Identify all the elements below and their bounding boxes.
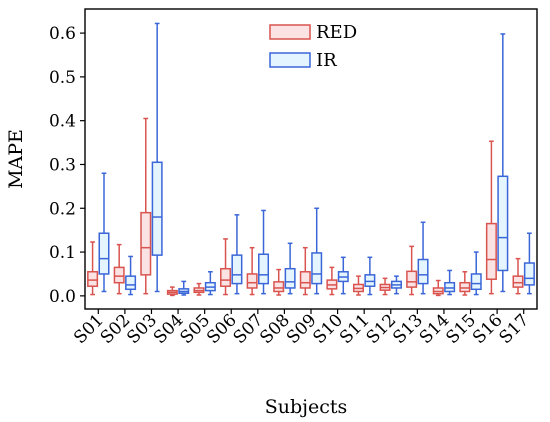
iqr-box bbox=[258, 253, 270, 285]
iqr-box bbox=[523, 262, 535, 286]
iqr-box bbox=[364, 274, 376, 287]
red-box-s05 bbox=[193, 282, 205, 296]
iqr-box bbox=[87, 271, 99, 287]
iqr-box bbox=[140, 211, 152, 276]
ir-box-s17 bbox=[523, 232, 535, 295]
y-tick-label: 0.4 bbox=[49, 112, 76, 132]
y-axis: 0.0 0.1 0.2 0.3 0.4 0.5 0.6 bbox=[49, 24, 85, 307]
iqr-box bbox=[125, 275, 137, 291]
iqr-box bbox=[113, 266, 125, 284]
iqr-box bbox=[299, 271, 311, 289]
red-box-s08 bbox=[273, 268, 285, 296]
red-box-s14 bbox=[432, 279, 444, 297]
iqr-box bbox=[485, 222, 497, 280]
iqr-box bbox=[512, 275, 524, 288]
ir-box-s06 bbox=[231, 214, 243, 295]
legend: RED IR bbox=[269, 22, 357, 71]
ir-box-s01 bbox=[98, 172, 110, 293]
red-box-s04 bbox=[166, 286, 178, 297]
red-box-s16 bbox=[485, 140, 497, 295]
y-tick-label: 0.1 bbox=[49, 243, 76, 263]
x-axis-label: Subjects bbox=[265, 396, 348, 418]
iqr-box bbox=[311, 252, 323, 285]
red-box-s09 bbox=[299, 246, 311, 296]
red-box-s11 bbox=[352, 275, 364, 296]
ir-box-s09 bbox=[311, 207, 323, 295]
x-axis: S01S02S03S04S05S06S07S08S09S10S11S12S13S… bbox=[70, 309, 533, 348]
y-tick-label: 0.5 bbox=[49, 68, 76, 88]
red-box-s12 bbox=[379, 277, 391, 296]
ir-box-s15 bbox=[470, 251, 482, 296]
iqr-box bbox=[98, 232, 110, 275]
iqr-box bbox=[459, 281, 471, 293]
red-box-s07 bbox=[246, 246, 258, 296]
iqr-box bbox=[231, 254, 243, 285]
legend-swatch-red bbox=[269, 24, 311, 40]
red-box-s13 bbox=[406, 245, 418, 296]
ir-box-s08 bbox=[284, 242, 296, 295]
ir-box-s13 bbox=[417, 221, 429, 295]
legend-label-ir: IR bbox=[316, 50, 337, 71]
red-box-s10 bbox=[326, 266, 338, 296]
plot-frame bbox=[84, 8, 538, 310]
iqr-box bbox=[151, 161, 163, 256]
x-tick-label: S17 bbox=[496, 310, 534, 348]
red-box-s02 bbox=[113, 243, 125, 295]
ir-box-s02 bbox=[125, 255, 137, 296]
iqr-box bbox=[284, 267, 296, 289]
red-box-s15 bbox=[459, 271, 471, 296]
red-box-s17 bbox=[512, 257, 524, 295]
ir-box-s11 bbox=[364, 256, 376, 296]
iqr-box bbox=[470, 273, 482, 291]
ir-box-s12 bbox=[390, 275, 402, 295]
iqr-box bbox=[444, 281, 456, 293]
iqr-box bbox=[273, 281, 285, 293]
iqr-box bbox=[417, 258, 429, 285]
ir-box-s07 bbox=[258, 209, 270, 295]
plot-marks bbox=[87, 22, 535, 297]
legend-label-red: RED bbox=[316, 22, 357, 43]
ir-box-s16 bbox=[497, 33, 509, 293]
ir-box-s14 bbox=[444, 269, 456, 296]
y-tick-label: 0.6 bbox=[49, 24, 76, 44]
ir-box-s05 bbox=[204, 271, 216, 296]
red-box-s06 bbox=[220, 238, 232, 296]
y-tick-label: 0.0 bbox=[49, 287, 76, 307]
red-box-s03 bbox=[140, 117, 152, 295]
iqr-box bbox=[220, 267, 232, 287]
iqr-box bbox=[246, 273, 258, 289]
y-axis-label: MAPE bbox=[5, 129, 27, 189]
y-tick-label: 0.3 bbox=[49, 155, 76, 175]
ir-box-s04 bbox=[178, 280, 190, 296]
legend-swatch-ir bbox=[269, 52, 311, 68]
red-box-s01 bbox=[87, 241, 99, 296]
y-tick-label: 0.2 bbox=[49, 199, 76, 219]
iqr-box bbox=[497, 175, 509, 272]
ir-box-s03 bbox=[151, 22, 163, 293]
iqr-box bbox=[406, 270, 418, 288]
ir-box-s10 bbox=[337, 256, 349, 295]
